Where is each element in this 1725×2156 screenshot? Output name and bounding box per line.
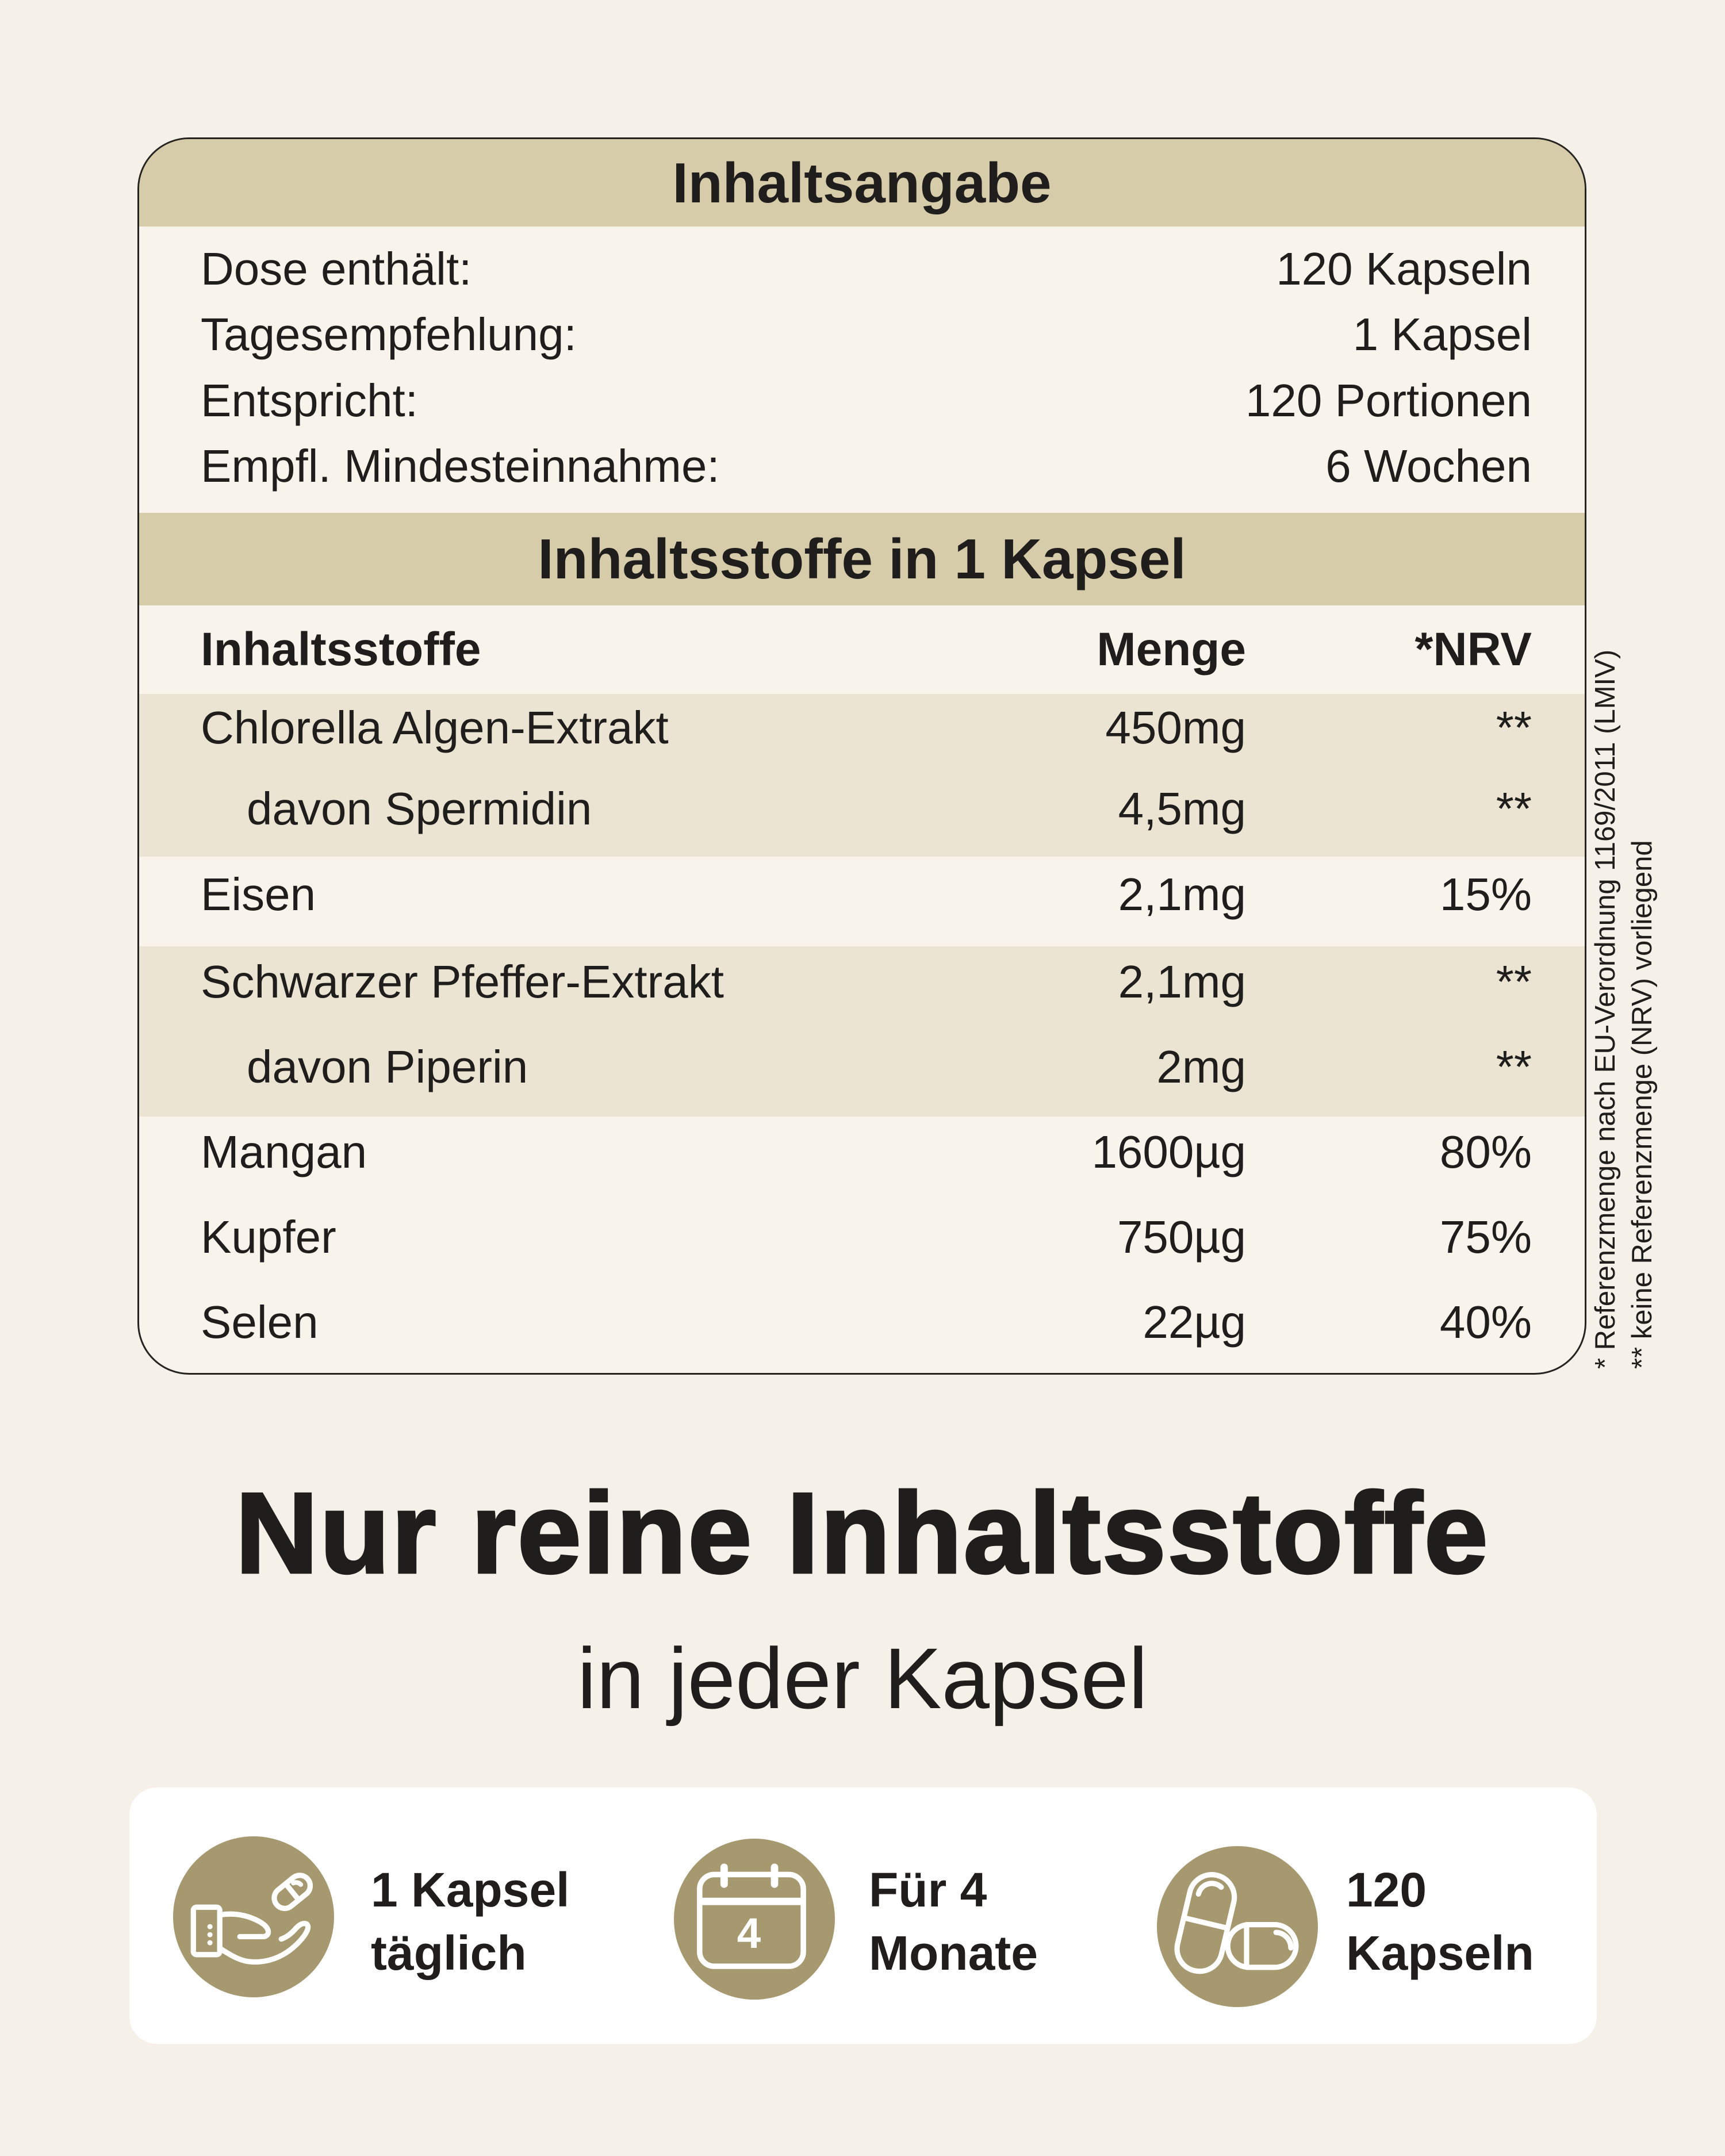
- svg-text:4: 4: [737, 1909, 761, 1957]
